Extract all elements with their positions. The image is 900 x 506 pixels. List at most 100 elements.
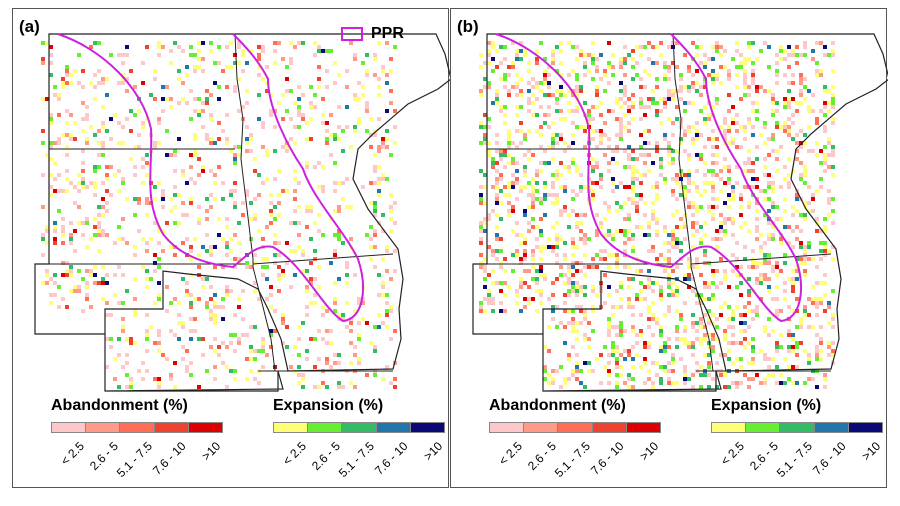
- expansion-pixel: [675, 285, 679, 289]
- expansion-pixel: [301, 321, 305, 325]
- abandonment-pixel: [571, 93, 575, 97]
- abandonment-pixel: [249, 149, 253, 153]
- expansion-pixel: [803, 85, 807, 89]
- abandonment-pixel: [623, 101, 627, 105]
- expansion-pixel: [41, 41, 45, 45]
- abandonment-pixel: [583, 241, 587, 245]
- expansion-pixel: [715, 325, 719, 329]
- abandonment-pixel: [623, 45, 627, 49]
- abandonment-pixel: [651, 245, 655, 249]
- abandonment-pixel: [539, 265, 543, 269]
- expansion-pixel: [341, 313, 345, 317]
- legend-swatch: [410, 423, 445, 432]
- abandonment-pixel: [285, 77, 289, 81]
- abandonment-pixel: [357, 81, 361, 85]
- abandonment-pixel: [551, 369, 555, 373]
- expansion-pixel: [755, 109, 759, 113]
- abandonment-pixel: [101, 181, 105, 185]
- expansion-pixel: [237, 145, 241, 149]
- expansion-pixel: [89, 125, 93, 129]
- expansion-pixel: [149, 277, 153, 281]
- abandonment-pixel: [559, 109, 563, 113]
- abandonment-pixel: [221, 341, 225, 345]
- abandonment-pixel: [803, 45, 807, 49]
- abandonment-pixel: [483, 61, 487, 65]
- abandonment-pixel: [599, 77, 603, 81]
- abandonment-pixel: [233, 53, 237, 57]
- expansion-pixel: [831, 97, 835, 101]
- abandonment-pixel: [823, 161, 827, 165]
- abandonment-pixel: [125, 89, 129, 93]
- expansion-pixel: [727, 125, 731, 129]
- expansion-pixel: [491, 157, 495, 161]
- expansion-pixel: [611, 157, 615, 161]
- expansion-pixel: [373, 325, 377, 329]
- abandonment-pixel: [643, 173, 647, 177]
- abandonment-pixel: [153, 141, 157, 145]
- expansion-pixel: [823, 293, 827, 297]
- abandonment-pixel: [607, 169, 611, 173]
- abandonment-pixel: [615, 345, 619, 349]
- expansion-pixel: [523, 137, 527, 141]
- expansion-pixel: [49, 193, 53, 197]
- expansion-pixel: [623, 125, 627, 129]
- expansion-pixel: [731, 313, 735, 317]
- abandonment-pixel: [787, 81, 791, 85]
- abandonment-pixel: [639, 97, 643, 101]
- abandonment-pixel: [101, 229, 105, 233]
- expansion-pixel: [479, 197, 483, 201]
- expansion-pixel: [337, 233, 341, 237]
- expansion-pixel: [503, 269, 507, 273]
- expansion-pixel: [607, 209, 611, 213]
- expansion-pixel: [623, 61, 627, 65]
- expansion-pixel: [715, 337, 719, 341]
- expansion-pixel: [623, 233, 627, 237]
- expansion-pixel: [65, 65, 69, 69]
- expansion-pixel: [679, 249, 683, 253]
- expansion-pixel: [507, 133, 511, 137]
- expansion-pixel: [679, 193, 683, 197]
- abandonment-pixel: [607, 381, 611, 385]
- expansion-pixel: [543, 377, 547, 381]
- abandonment-pixel: [73, 137, 77, 141]
- expansion-pixel: [671, 89, 675, 93]
- abandonment-pixel: [775, 313, 779, 317]
- expansion-pixel: [815, 385, 819, 389]
- expansion-pixel: [333, 297, 337, 301]
- expansion-pixel: [189, 301, 193, 305]
- expansion-pixel: [747, 341, 751, 345]
- abandonment-pixel: [651, 289, 655, 293]
- abandonment-pixel: [687, 89, 691, 93]
- abandonment-pixel: [233, 265, 237, 269]
- abandonment-pixel: [631, 93, 635, 97]
- abandonment-pixel: [563, 209, 567, 213]
- abandonment-pixel: [727, 217, 731, 221]
- expansion-pixel: [269, 329, 273, 333]
- abandonment-pixel: [615, 145, 619, 149]
- abandonment-pixel: [703, 81, 707, 85]
- abandonment-pixel: [587, 109, 591, 113]
- abandonment-pixel: [615, 365, 619, 369]
- abandonment-pixel: [309, 137, 313, 141]
- abandonment-pixel: [357, 361, 361, 365]
- expansion-pixel: [539, 233, 543, 237]
- abandonment-pixel: [101, 233, 105, 237]
- expansion-pixel: [281, 93, 285, 97]
- expansion-pixel: [65, 145, 69, 149]
- expansion-pixel: [229, 237, 233, 241]
- abandonment-pixel: [615, 325, 619, 329]
- expansion-pixel: [559, 85, 563, 89]
- expansion-pixel: [349, 361, 353, 365]
- expansion-pixel: [651, 61, 655, 65]
- abandonment-pixel: [273, 329, 277, 333]
- abandonment-pixel: [735, 385, 739, 389]
- abandonment-pixel: [571, 109, 575, 113]
- expansion-pixel: [807, 245, 811, 249]
- abandonment-pixel: [679, 97, 683, 101]
- abandonment-pixel: [715, 45, 719, 49]
- abandonment-pixel: [643, 345, 647, 349]
- expansion-pixel: [815, 357, 819, 361]
- abandonment-pixel: [631, 385, 635, 389]
- expansion-pixel: [615, 257, 619, 261]
- abandonment-pixel: [707, 373, 711, 377]
